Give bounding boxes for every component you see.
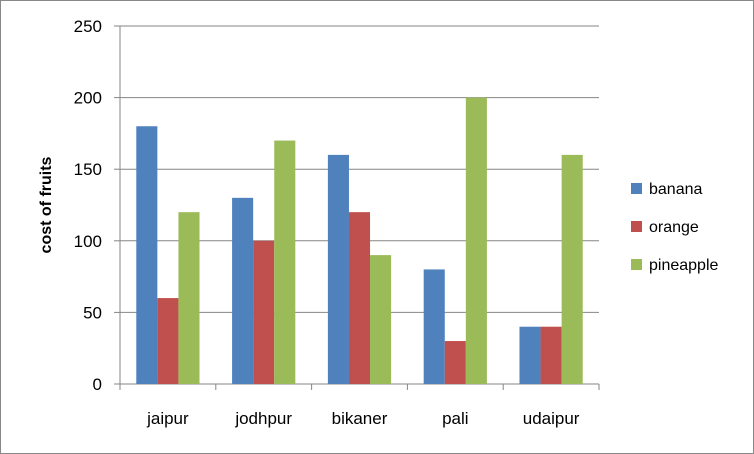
legend-label-banana: banana [649,181,702,198]
y-tick-label: 200 [74,89,102,108]
bar-pineapple-jodhpur [274,140,296,384]
bar-orange-bikaner [348,212,371,384]
x-tick-label: udaipur [523,409,580,428]
y-tick-label: 150 [74,160,102,179]
x-tick-label: jodhpur [234,409,292,428]
bar-orange-jaipur [157,298,179,384]
y-axis-title: cost of fruits [38,156,55,253]
bar-orange-pali [444,341,466,384]
x-tick-label: jaipur [146,409,189,428]
legend-swatch-orange [631,221,642,232]
bar-banana-pali [423,269,445,384]
bar-banana-bikaner [327,154,349,384]
legend-label-pineapple: pineapple [649,257,719,274]
bar-pineapple-jaipur [178,212,200,384]
bar-pineapple-pali [465,97,487,384]
y-tick-label: 0 [93,375,102,394]
y-tick-label: 250 [74,17,102,36]
y-tick-labels: 0 50 100 150 200 250 [74,17,102,394]
bar-orange-jodhpur [253,240,275,384]
bar-banana-jaipur [136,126,158,385]
bar-orange-udaipur [540,326,562,384]
x-tick-labels: jaipur jodhpur bikaner pali udaipur [146,409,580,428]
gridlines [120,25,599,313]
legend: banana orange pineapple [631,181,719,274]
legend-label-orange: orange [649,219,699,236]
legend-swatch-pineapple [631,259,642,270]
x-tick-label: bikaner [332,409,388,428]
bar-pineapple-bikaner [370,255,392,384]
bars [136,97,583,385]
bar-banana-jodhpur [232,197,254,384]
x-tick-label: pali [442,409,468,428]
bar-pineapple-udaipur [561,154,583,384]
legend-swatch-banana [631,183,642,194]
bar-banana-udaipur [519,326,541,384]
y-tick-label: 100 [74,232,102,251]
y-tick-label: 50 [83,303,102,322]
